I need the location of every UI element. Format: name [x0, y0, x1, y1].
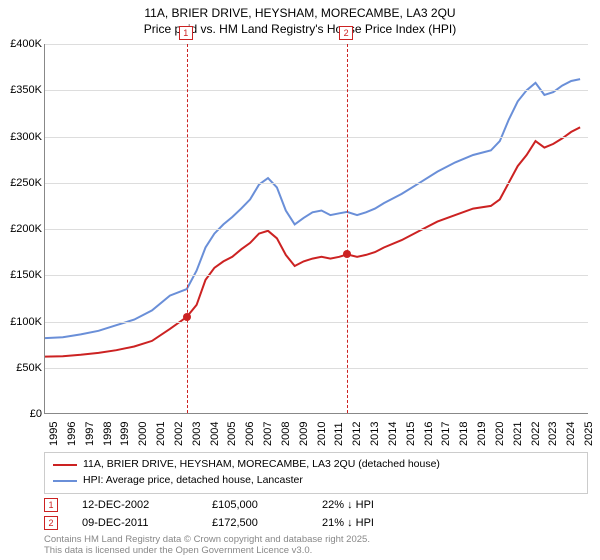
x-axis-label: 1999 — [119, 422, 131, 446]
marker-badge: 1 — [179, 26, 193, 40]
x-axis-label: 2009 — [298, 422, 310, 446]
marker-dot — [183, 313, 191, 321]
y-axis-label: £150K — [10, 269, 42, 281]
title-block: 11A, BRIER DRIVE, HEYSHAM, MORECAMBE, LA… — [0, 0, 600, 41]
marker-badge-2: 2 — [44, 516, 58, 530]
marker-line — [347, 44, 348, 413]
x-axis-label: 2005 — [226, 422, 238, 446]
transactions-table: 1 12-DEC-2002 £105,000 22% ↓ HPI 2 09-DE… — [44, 496, 442, 532]
x-axis-label: 2018 — [458, 422, 470, 446]
title-line-2: Price paid vs. HM Land Registry's House … — [0, 22, 600, 38]
footnote-line-1: Contains HM Land Registry data © Crown c… — [44, 534, 370, 545]
tx-delta: 21% ↓ HPI — [322, 517, 442, 529]
x-axis-label: 2021 — [512, 422, 524, 446]
x-axis-label: 1998 — [102, 422, 114, 446]
x-axis-label: 2011 — [333, 422, 345, 446]
marker-badge-1: 1 — [44, 498, 58, 512]
marker-dot — [343, 250, 351, 258]
y-axis-label: £250K — [10, 177, 42, 189]
x-axis-label: 1996 — [66, 422, 78, 446]
legend-swatch-red — [53, 464, 77, 466]
x-axis-label: 2000 — [137, 422, 149, 446]
footnote-line-2: This data is licensed under the Open Gov… — [44, 545, 370, 556]
tx-date: 12-DEC-2002 — [82, 499, 212, 511]
x-axis-label: 2025 — [583, 422, 595, 446]
x-axis-label: 2020 — [494, 422, 506, 446]
legend-swatch-blue — [53, 480, 77, 482]
legend-label-price-paid: 11A, BRIER DRIVE, HEYSHAM, MORECAMBE, LA… — [83, 457, 440, 473]
tx-date: 09-DEC-2011 — [82, 517, 212, 529]
gridline — [45, 275, 588, 276]
legend-box: 11A, BRIER DRIVE, HEYSHAM, MORECAMBE, LA… — [44, 452, 588, 494]
gridline — [45, 368, 588, 369]
table-row: 1 12-DEC-2002 £105,000 22% ↓ HPI — [44, 496, 442, 514]
gridline — [45, 183, 588, 184]
gridline — [45, 322, 588, 323]
table-row: 2 09-DEC-2011 £172,500 21% ↓ HPI — [44, 514, 442, 532]
chart-container: 11A, BRIER DRIVE, HEYSHAM, MORECAMBE, LA… — [0, 0, 600, 560]
gridline — [45, 44, 588, 45]
y-axis-label: £350K — [10, 84, 42, 96]
marker-badge: 2 — [339, 26, 353, 40]
x-axis-label: 2006 — [244, 422, 256, 446]
x-axis-label: 2008 — [280, 422, 292, 446]
x-axis-label: 2022 — [530, 422, 542, 446]
line-hpi — [45, 79, 580, 338]
x-axis-label: 2023 — [547, 422, 559, 446]
x-axis-label: 1997 — [84, 422, 96, 446]
tx-price: £172,500 — [212, 517, 322, 529]
tx-price: £105,000 — [212, 499, 322, 511]
title-line-1: 11A, BRIER DRIVE, HEYSHAM, MORECAMBE, LA… — [0, 6, 600, 22]
x-axis-label: 2010 — [316, 422, 328, 446]
marker-line — [187, 44, 188, 413]
x-axis-label: 2003 — [191, 422, 203, 446]
x-axis-label: 2013 — [369, 422, 381, 446]
x-axis-label: 2024 — [565, 422, 577, 446]
x-axis-label: 2015 — [405, 422, 417, 446]
x-axis-label: 2004 — [209, 422, 221, 446]
y-axis-label: £300K — [10, 131, 42, 143]
x-axis-label: 1995 — [48, 422, 60, 446]
x-axis-label: 2019 — [476, 422, 488, 446]
gridline — [45, 137, 588, 138]
y-axis-label: £100K — [10, 316, 42, 328]
legend-label-hpi: HPI: Average price, detached house, Lanc… — [83, 473, 303, 489]
legend-item-price-paid: 11A, BRIER DRIVE, HEYSHAM, MORECAMBE, LA… — [53, 457, 579, 473]
x-axis-label: 2016 — [423, 422, 435, 446]
copyright-footnote: Contains HM Land Registry data © Crown c… — [44, 534, 370, 557]
x-axis-label: 2014 — [387, 422, 399, 446]
gridline — [45, 229, 588, 230]
tx-delta: 22% ↓ HPI — [322, 499, 442, 511]
y-axis-label: £50K — [16, 362, 42, 374]
x-axis-label: 2001 — [155, 422, 167, 446]
legend-item-hpi: HPI: Average price, detached house, Lanc… — [53, 473, 579, 489]
y-axis-label: £0 — [30, 408, 42, 420]
x-axis-label: 2007 — [262, 422, 274, 446]
x-axis-label: 2012 — [351, 422, 363, 446]
x-axis-label: 2017 — [440, 422, 452, 446]
y-axis-label: £200K — [10, 223, 42, 235]
x-axis-label: 2002 — [173, 422, 185, 446]
y-axis-label: £400K — [10, 38, 42, 50]
gridline — [45, 90, 588, 91]
chart-plot-area — [44, 44, 588, 414]
